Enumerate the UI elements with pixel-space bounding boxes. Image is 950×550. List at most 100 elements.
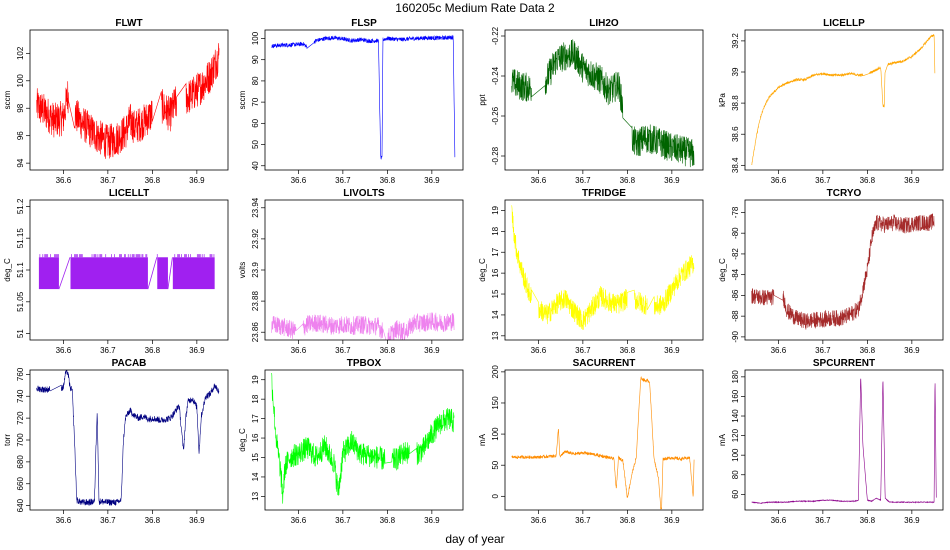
x-tick-label: 36.9: [424, 516, 440, 525]
y-tick-label: 100: [731, 448, 740, 462]
x-tick-label: 36.6: [56, 516, 72, 525]
series-line: [36, 43, 220, 159]
y-axis-label: deg_C: [238, 428, 247, 452]
x-tick-label: 36.6: [771, 176, 787, 185]
series-licellp: [751, 34, 936, 166]
y-tick-label: 38.6: [731, 126, 740, 142]
x-tick-label: 36.8: [145, 516, 161, 525]
x-tick-label: 36.6: [531, 516, 547, 525]
x-tick-label: 36.6: [291, 346, 307, 355]
y-axis-label: sccm: [3, 90, 12, 109]
panel-title: SACURRENT: [573, 358, 636, 369]
series-connector: [147, 257, 158, 290]
x-tick-label: 36.9: [424, 176, 440, 185]
series-flwt: [36, 43, 220, 159]
y-tick-label: 80: [251, 76, 260, 85]
x-tick-label: 36.6: [771, 516, 787, 525]
y-tick-label: 740: [16, 389, 25, 403]
x-tick-label: 36.9: [904, 516, 920, 525]
y-tick-label: 23.9: [251, 262, 260, 278]
y-tick-label: -90: [731, 331, 740, 343]
series-band: [38, 257, 59, 290]
y-tick-label: -0.26: [491, 106, 500, 125]
y-tick-label: -86: [731, 289, 740, 301]
y-tick-label: 51.15: [16, 228, 25, 249]
y-tick-label: 18: [251, 394, 260, 403]
series-tfridge: [511, 205, 695, 330]
panel-licellt: LICELLT 36.6 36.7 36.8 36.9 51 51.05 51.1 51.15 5…: [3, 188, 229, 355]
panel-title: SPCURRENT: [813, 358, 875, 369]
series-line: [271, 34, 456, 160]
plot-frame: [504, 199, 704, 341]
panel-spcurrent: SPCURRENT 36.6 36.7 36.8 36.9 60 80 100 120 140 16…: [718, 358, 944, 525]
series-line: [36, 370, 220, 506]
y-axis-label: deg_C: [718, 258, 727, 282]
y-tick-label: -88: [731, 310, 740, 322]
y-tick-label: 102: [16, 46, 25, 60]
panel-title: TFRIDGE: [582, 188, 626, 199]
x-tick-label: 36.8: [380, 516, 396, 525]
series-line: [751, 213, 935, 330]
y-tick-label: 50: [251, 140, 260, 149]
y-tick-label: 18: [491, 226, 500, 235]
plot-frame: [504, 29, 704, 171]
series-licellt: [38, 254, 215, 290]
y-tick-label: 14: [251, 472, 260, 481]
y-tick-label: -0.24: [491, 66, 500, 85]
plot-frame: [264, 369, 464, 511]
y-axis-label: mA: [718, 433, 727, 446]
y-tick-label: 17: [251, 414, 260, 423]
series-band: [157, 257, 168, 290]
x-tick-label: 36.6: [291, 516, 307, 525]
series-spikes: [39, 254, 59, 258]
panel-title: LICELLT: [109, 188, 149, 199]
x-tick-label: 36.6: [56, 346, 72, 355]
y-tick-label: 80: [731, 470, 740, 479]
x-tick-label: 36.7: [335, 176, 351, 185]
y-tick-label: 38.8: [731, 95, 740, 111]
y-tick-label: -0.22: [491, 26, 500, 45]
panel-title: LIH2O: [589, 18, 619, 29]
x-tick-label: 36.8: [620, 516, 636, 525]
x-tick-label: 36.6: [291, 176, 307, 185]
y-tick-label: 13: [491, 331, 500, 340]
x-tick-label: 36.7: [335, 346, 351, 355]
x-tick-label: 36.7: [575, 346, 591, 355]
y-tick-label: 13: [251, 491, 260, 500]
series-line: [751, 378, 937, 505]
plot-frame: [504, 369, 704, 511]
y-tick-label: 98: [16, 103, 25, 112]
panel-title: TCRYO: [827, 188, 862, 199]
y-tick-label: 94: [16, 158, 25, 167]
series-line: [271, 372, 455, 504]
y-tick-label: 23.86: [251, 322, 260, 343]
y-tick-label: 51.05: [16, 291, 25, 312]
y-tick-label: 680: [16, 455, 25, 469]
y-tick-label: 15: [491, 289, 500, 298]
x-tick-label: 36.6: [771, 346, 787, 355]
series-connector: [58, 257, 71, 290]
x-tick-label: 36.8: [620, 346, 636, 355]
x-tick-label: 36.9: [189, 176, 205, 185]
x-tick-label: 36.7: [100, 516, 116, 525]
y-tick-label: 90: [251, 55, 260, 64]
x-tick-label: 36.7: [815, 516, 831, 525]
x-tick-label: 36.9: [904, 346, 920, 355]
y-tick-label: -78: [731, 206, 740, 218]
series-line: [511, 205, 695, 330]
y-tick-label: 51.2: [16, 198, 25, 214]
panel-title: PACAB: [112, 358, 147, 369]
series-livolts: [271, 312, 455, 340]
y-tick-label: 38.4: [731, 157, 740, 173]
y-tick-label: 51.1: [16, 262, 25, 278]
y-tick-label: 17: [491, 247, 500, 256]
panel-pacab: PACAB 36.6 36.7 36.8 36.9 640 660 680 700 720 740 7…: [3, 358, 229, 525]
panel-title: FLWT: [115, 18, 142, 29]
plot-frame: [744, 199, 944, 341]
y-tick-label: 100: [251, 31, 260, 45]
series-spikes: [71, 254, 148, 258]
x-tick-label: 36.8: [145, 346, 161, 355]
y-tick-label: -80: [731, 227, 740, 239]
